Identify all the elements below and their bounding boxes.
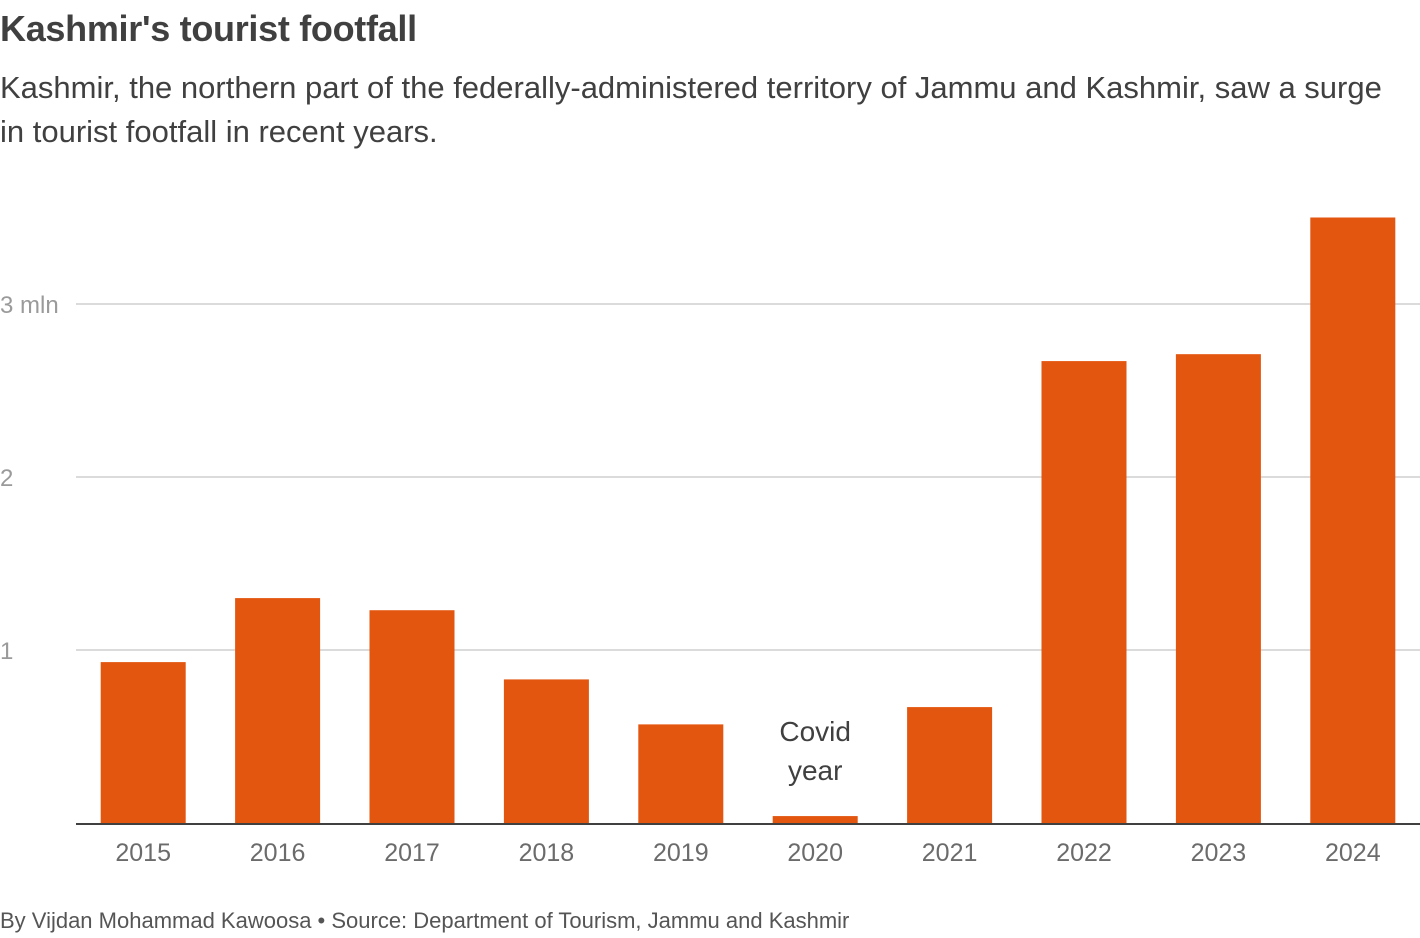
chart-title: Kashmir's tourist footfall — [0, 8, 417, 49]
labels: 1 2 3 mln 2015 2016 2017 2018 2019 2020 2021 2022 2… — [0, 292, 1420, 867]
y-tick-label-2: 2 — [0, 465, 13, 492]
annotation-2020-line-2: year — [788, 755, 842, 786]
bar-chart: 1 2 3 mln 2015 2016 2017 2018 2019 2020 2021 2022 2… — [0, 217, 1420, 867]
x-tick-label-2015: 2015 — [115, 839, 171, 867]
bar-2017 — [369, 610, 455, 823]
bar-2023 — [1175, 354, 1261, 823]
x-tick-label-2019: 2019 — [653, 839, 709, 867]
x-tick-label-2024: 2024 — [1325, 839, 1381, 867]
bars — [100, 217, 1396, 823]
x-tick-label-2016: 2016 — [250, 839, 306, 867]
y-tick-label-1: 1 — [0, 638, 13, 665]
y-tick-label-3: 3 mln — [0, 292, 59, 319]
bar-2024 — [1310, 217, 1396, 823]
bar-2019 — [638, 724, 724, 823]
x-tick-label-2022: 2022 — [1056, 839, 1112, 867]
x-tick-label-2020: 2020 — [787, 839, 843, 867]
bar-2016 — [235, 598, 321, 823]
annotation-2020-line-1: Covid — [779, 716, 851, 747]
x-tick-label-2023: 2023 — [1191, 839, 1247, 867]
bar-2015 — [100, 662, 186, 823]
bar-2020 — [772, 816, 858, 823]
x-tick-label-2018: 2018 — [519, 839, 575, 867]
bar-2021 — [907, 707, 993, 823]
chart-subtitle: Kashmir, the northern part of the federa… — [0, 70, 1382, 149]
bar-2022 — [1041, 361, 1127, 823]
source-footer: By Vijdan Mohammad Kawoosa • Source: Dep… — [0, 908, 850, 933]
x-tick-label-2017: 2017 — [384, 839, 440, 867]
bar-2018 — [503, 679, 589, 823]
x-tick-label-2021: 2021 — [922, 839, 978, 867]
